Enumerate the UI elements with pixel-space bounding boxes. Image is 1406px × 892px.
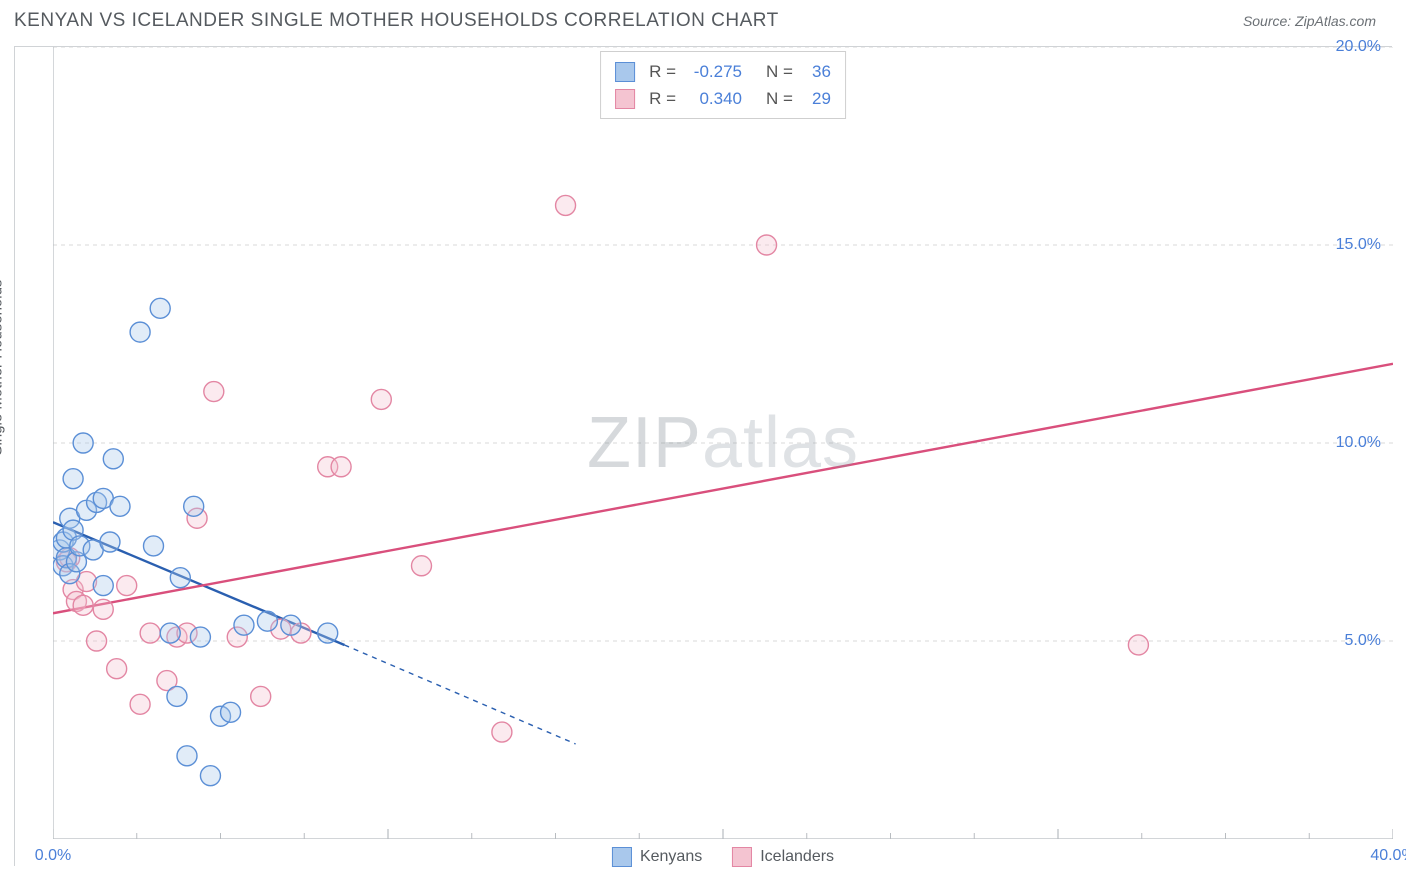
n-value-1: 29 [801,85,831,112]
plot-svg [53,47,1393,839]
r-label: R = [649,85,676,112]
legend-series: Kenyans Icelanders [612,847,834,867]
y-axis-label: Single Mother Households [0,280,6,456]
legend-label-0: Kenyans [640,848,702,866]
source-name: ZipAtlas.com [1295,13,1376,29]
swatch-kenyans [612,847,632,867]
n-value-0: 36 [801,58,831,85]
scatter-plot: ZIPatlas R = -0.275 N = 36 R = 0.340 N =… [53,47,1393,839]
page-title: KENYAN VS ICELANDER SINGLE MOTHER HOUSEH… [14,10,779,32]
x-tick-label: 0.0% [35,847,71,865]
y-tick-label: 15.0% [1336,236,1381,254]
legend-stats: R = -0.275 N = 36 R = 0.340 N = 29 [600,51,846,119]
r-value-1: 0.340 [684,85,742,112]
source-attribution: Source: ZipAtlas.com [1243,13,1376,29]
r-value-0: -0.275 [684,58,742,85]
x-tick-label: 40.0% [1370,847,1406,865]
r-label: R = [649,58,676,85]
y-tick-label: 10.0% [1336,434,1381,452]
legend-label-1: Icelanders [760,848,834,866]
swatch-kenyans [615,62,635,82]
swatch-icelanders [732,847,752,867]
legend-item-icelanders: Icelanders [732,847,834,867]
n-label: N = [766,85,793,112]
y-tick-label: 5.0% [1345,632,1381,650]
source-prefix: Source: [1243,13,1295,29]
swatch-icelanders [615,89,635,109]
y-tick-label: 20.0% [1336,38,1381,56]
legend-item-kenyans: Kenyans [612,847,702,867]
legend-stats-row-1: R = 0.340 N = 29 [615,85,831,112]
chart-container: Single Mother Households ZIPatlas R = -0… [14,46,1392,866]
n-label: N = [766,58,793,85]
legend-stats-row-0: R = -0.275 N = 36 [615,58,831,85]
